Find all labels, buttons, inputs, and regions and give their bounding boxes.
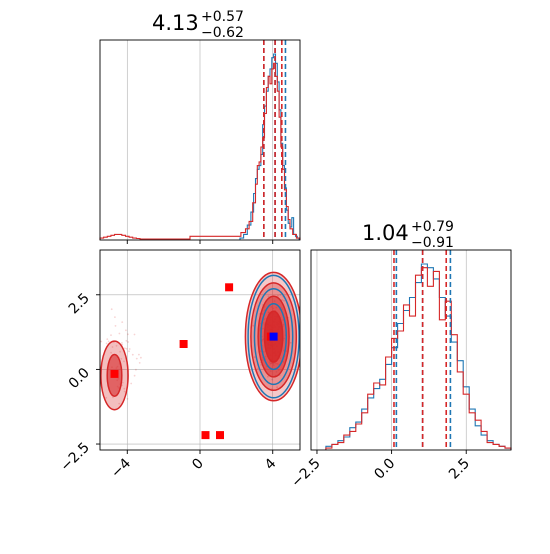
scatter-point xyxy=(105,396,108,399)
y-param-title: 1.04 xyxy=(362,221,409,245)
scatter-point xyxy=(123,387,126,390)
axes-frame xyxy=(99,39,301,241)
scatter-point xyxy=(140,356,142,359)
blue-density-contour xyxy=(247,274,300,399)
blue-square-marker xyxy=(269,332,278,341)
scatter-point xyxy=(105,342,108,345)
red-square-marker xyxy=(179,340,188,348)
joint-x-tick-label: 0 xyxy=(189,456,207,474)
scatter-point xyxy=(118,402,121,405)
red-square-marker xyxy=(225,283,234,292)
scatter-point xyxy=(106,338,109,340)
x-param-title-minus: −0.62 xyxy=(201,25,244,41)
scatter-point xyxy=(130,382,133,385)
joint-y-tick-label: −2.5 xyxy=(57,440,92,475)
scatter-point xyxy=(120,357,123,360)
scatter-point xyxy=(253,356,256,358)
scatter-point xyxy=(279,293,282,296)
scatter-point xyxy=(112,396,114,399)
scatter-point xyxy=(128,348,131,350)
scatter-point xyxy=(124,347,126,350)
scatter-point xyxy=(110,308,113,311)
x-hist-red-series xyxy=(99,62,301,240)
axes-frame xyxy=(310,249,512,451)
scatter-point xyxy=(110,351,112,354)
scatter-point xyxy=(135,357,138,360)
y-param-histogram-panel: −2.5 0.0 2.5 xyxy=(288,249,512,491)
scatter-point xyxy=(111,346,114,348)
scatter-point xyxy=(260,364,262,366)
scatter-point xyxy=(138,353,140,356)
scatter-point xyxy=(114,325,117,327)
y-hist-tick-label: 2.5 xyxy=(446,456,473,483)
scatter-point xyxy=(131,353,134,356)
red-square-marker xyxy=(201,431,210,440)
scatter-point xyxy=(119,350,121,353)
scatter-point xyxy=(127,333,129,336)
scatter-point xyxy=(100,340,103,343)
scatter-point xyxy=(252,324,255,327)
scatter-point xyxy=(125,329,127,332)
scatter-point xyxy=(289,341,292,344)
scatter-point xyxy=(281,299,283,301)
scatter-point xyxy=(138,362,141,364)
scatter-point xyxy=(267,375,269,378)
x-param-title-plus: +0.57 xyxy=(201,9,244,25)
x-title-main: 4.13 xyxy=(152,11,199,35)
scatter-point xyxy=(125,347,128,350)
red-square-marker xyxy=(110,369,119,378)
joint-density-panel: −4 0 4 −2.5 0.0 2.5 xyxy=(57,249,301,481)
scatter-point xyxy=(276,386,278,389)
scatter-point xyxy=(123,390,126,393)
scatter-point xyxy=(121,381,124,384)
scatter-point xyxy=(107,340,110,343)
scatter-point xyxy=(125,339,128,342)
y-param-title-plus: +0.79 xyxy=(411,219,454,235)
scatter-point xyxy=(277,294,279,297)
scatter-point xyxy=(128,350,130,353)
scatter-point xyxy=(127,341,129,343)
scatter-point xyxy=(114,316,116,318)
x-param-title: 4.13 xyxy=(152,11,199,35)
y-param-title-minus: −0.91 xyxy=(411,235,454,251)
scatter-point xyxy=(118,332,121,335)
scatter-point xyxy=(110,334,112,336)
scatter-point xyxy=(133,333,136,336)
joint-plot-area xyxy=(100,250,300,450)
scatter-point xyxy=(271,378,274,381)
y-hist-blue-series xyxy=(325,263,512,450)
joint-x-tick-label: −4 xyxy=(108,455,134,481)
y-hist-red-series xyxy=(325,267,512,450)
scatter-point xyxy=(135,368,137,371)
joint-y-tick-label: 2.5 xyxy=(66,290,93,317)
scatter-point xyxy=(121,342,123,344)
scatter-point xyxy=(283,299,285,302)
scatter-point xyxy=(267,295,270,298)
blue-density-contour xyxy=(260,303,288,371)
blue-density-contour xyxy=(253,288,294,386)
y-hist-tick-label: 0.0 xyxy=(371,456,398,483)
scatter-point xyxy=(121,321,124,323)
scatter-point xyxy=(133,374,136,377)
joint-y-tick-label: 0.0 xyxy=(66,365,93,392)
scatter-point xyxy=(115,344,118,347)
scatter-point xyxy=(123,360,125,363)
y-hist-tick-label: −2.5 xyxy=(288,456,323,491)
joint-x-tick-label: 4 xyxy=(262,455,280,473)
scatter-point xyxy=(126,398,129,400)
red-square-marker xyxy=(216,431,224,440)
x-param-histogram-panel xyxy=(99,39,301,244)
